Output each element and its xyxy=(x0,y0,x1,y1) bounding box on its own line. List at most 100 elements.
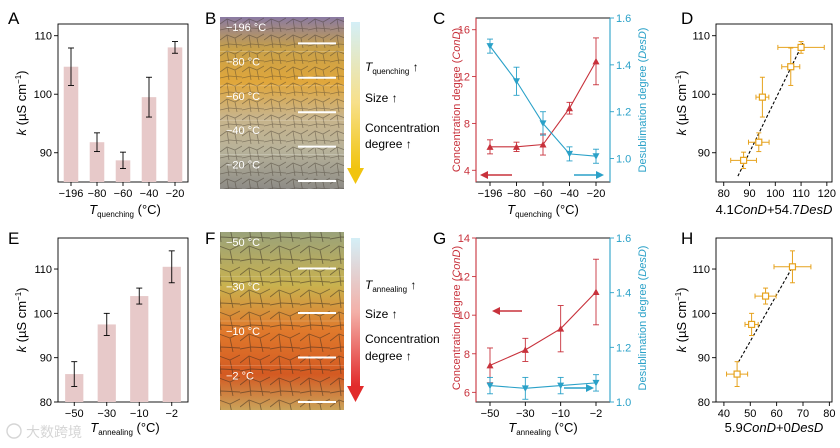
bar xyxy=(63,66,79,182)
y-right-tick-label: 1.0 xyxy=(616,397,631,409)
x-tick-label: −60 xyxy=(114,188,133,200)
y-right-label: Desublimation degree (DesD) xyxy=(637,28,649,173)
x-axis-ticks: −50 −30 −10 −2 xyxy=(65,402,178,420)
data-point xyxy=(761,292,770,300)
series-line-DesD xyxy=(489,382,597,389)
arrow-text-conc-1: Concentration xyxy=(365,121,440,135)
panel-letter: C xyxy=(433,9,445,28)
y-tick-label: 90 xyxy=(698,353,710,365)
y-right-tick-label: 1.6 xyxy=(616,233,631,245)
arrow-text-size: Size ↑ xyxy=(365,307,398,321)
y-tick-label: 90 xyxy=(40,353,52,365)
y-tick-label: 100 xyxy=(692,89,710,101)
y-tick-label: 90 xyxy=(698,148,710,160)
data-point xyxy=(787,63,795,71)
bar xyxy=(141,97,157,182)
series-marks xyxy=(486,37,600,164)
x-axis-ticks: −196 −80 −60 −40 −20 xyxy=(59,182,185,200)
right-series-arrow-head xyxy=(586,384,594,392)
y-left-tick-label: 8 xyxy=(464,118,470,130)
y-right-label: Desublimation degree (DesD) xyxy=(637,246,649,391)
x-tick-label: 110 xyxy=(792,188,810,200)
plot-frame xyxy=(715,23,833,183)
arrow-text-conc-1: Concentration xyxy=(365,332,440,346)
x-axis-label: Tannealing (°C) xyxy=(90,420,160,437)
temperature-label: −80 °C xyxy=(226,56,260,68)
panel-g: G 6 8 10 12 14 1.0 1.2 1.4 1.6 −50 −30 −10 −2 Conc… xyxy=(433,229,649,437)
y-right-ticks: 1.0 1.2 1.4 1.6 xyxy=(610,13,631,166)
y-right-tick-label: 1.4 xyxy=(616,60,631,72)
plot-frame xyxy=(715,237,833,403)
panel-h: H 80 90 100 110 40 50 60 70 80 k (µS cm−1) 5.9C… xyxy=(674,229,835,435)
bar xyxy=(65,374,84,402)
x-axis-label: 4.1ConD+54.7DesD xyxy=(716,202,833,217)
data-point-DesD xyxy=(486,382,494,390)
y-tick-label: 90 xyxy=(40,148,52,160)
bar-group xyxy=(65,250,181,402)
x-tick-label: 120 xyxy=(818,188,836,200)
bar-group xyxy=(63,41,183,182)
data-point xyxy=(755,138,763,146)
data-point-DesD xyxy=(592,379,600,387)
y-right-ticks: 1.0 1.2 1.4 1.6 xyxy=(610,233,631,409)
bar xyxy=(115,160,131,182)
y-tick-label: 100 xyxy=(34,308,52,320)
plot-frame xyxy=(57,237,189,403)
temperature-label: −60 °C xyxy=(226,91,260,103)
x-tick-label: 70 xyxy=(797,408,809,420)
series-line-ConD xyxy=(489,291,597,366)
data-point-ConD xyxy=(486,361,494,369)
y-left-tick-label: 4 xyxy=(464,165,470,177)
panel-letter: B xyxy=(205,9,216,28)
temperature-label: −196 °C xyxy=(226,22,266,34)
micrograph-texture xyxy=(220,232,344,410)
series-marks xyxy=(486,258,600,400)
data-point-ConD xyxy=(566,104,573,112)
gradient-arrow-head xyxy=(347,168,364,184)
y-axis-label: k (µS cm−1) xyxy=(14,70,29,135)
y-left-tick-label: 14 xyxy=(458,233,470,245)
data-point-DesD xyxy=(486,43,494,50)
y-right-tick-label: 1.2 xyxy=(616,342,631,354)
temperature-label: −2 °C xyxy=(226,371,254,383)
y-tick-label: 80 xyxy=(698,397,710,409)
y-tick-label: 110 xyxy=(692,31,710,43)
left-series-arrow-head xyxy=(480,171,488,179)
temperature-label: −40 °C xyxy=(226,125,260,137)
x-tick-label: −50 xyxy=(65,408,84,420)
plot-frame xyxy=(475,17,611,183)
x-axis-ticks: 40 50 60 70 80 xyxy=(718,402,835,420)
y-left-tick-label: 6 xyxy=(464,387,470,399)
y-left-tick-label: 8 xyxy=(464,349,470,361)
micrograph-labels: −196 °C −80 °C −60 °C −40 °C −20 °C xyxy=(220,22,344,172)
y-axis-ticks: 80 90 100 110 xyxy=(34,264,58,409)
y-axis-label: k (µS cm−1) xyxy=(674,70,689,135)
arrow-text-conc-2: degree ↑ xyxy=(365,349,412,363)
y-left-label: Concentration degree (ConD) xyxy=(451,246,463,390)
micrograph-texture xyxy=(220,17,344,189)
data-point-ConD xyxy=(539,141,547,148)
panel-letter: E xyxy=(8,229,19,248)
x-axis-label: Tannealing (°C) xyxy=(508,420,578,437)
x-tick-label: −60 xyxy=(534,188,553,200)
x-tick-label: −30 xyxy=(97,408,116,420)
x-tick-label: −20 xyxy=(587,188,606,200)
data-point-ConD xyxy=(592,288,600,296)
y-tick-label: 110 xyxy=(692,264,710,276)
x-tick-label: −20 xyxy=(166,188,185,200)
panel-letter: H xyxy=(681,229,693,248)
y-left-label: Concentration degree (ConD) xyxy=(451,28,463,172)
y-axis-ticks: 90 100 110 xyxy=(692,31,716,160)
gradient-arrow-shaft xyxy=(351,22,360,168)
data-point-ConD xyxy=(557,325,565,332)
x-tick-label: −80 xyxy=(507,188,526,200)
x-tick-label: 80 xyxy=(823,408,835,420)
data-point xyxy=(747,320,756,329)
y-axis-ticks: 80 90 100 110 xyxy=(692,264,716,409)
data-point-DesD xyxy=(539,120,547,127)
data-point xyxy=(758,93,767,101)
y-left-tick-label: 16 xyxy=(458,25,470,37)
data-point xyxy=(733,370,741,378)
y-left-tick-label: 12 xyxy=(458,272,470,284)
